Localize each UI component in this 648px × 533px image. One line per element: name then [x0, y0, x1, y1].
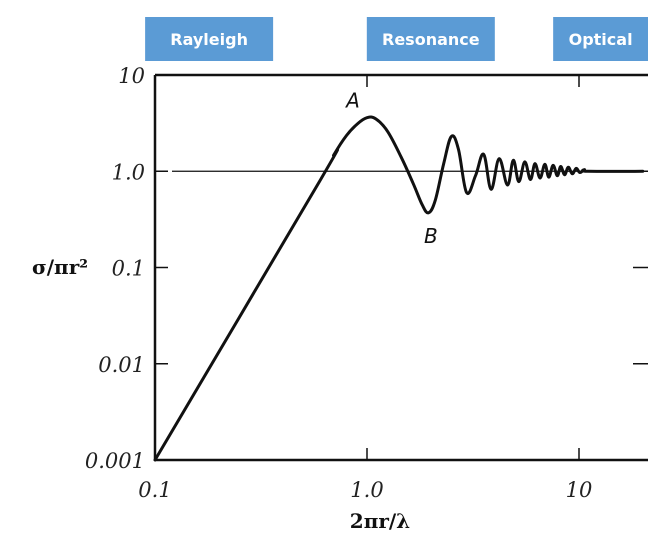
- regime-label: Rayleigh: [170, 30, 248, 49]
- y-tick-label: 0.001: [85, 449, 145, 473]
- regime-label: Optical: [569, 30, 633, 49]
- x-tick-label: 10: [566, 478, 593, 502]
- y-axis-title: σ/πr²: [32, 255, 88, 279]
- regime-box: [145, 17, 274, 61]
- y-tick-label: 10: [118, 64, 145, 88]
- regime-optical: Optical: [553, 17, 648, 61]
- series: [153, 115, 645, 462]
- regime-box: [366, 17, 495, 61]
- x-tick-label: 1.0: [350, 478, 383, 502]
- series-line-0: [153, 115, 645, 462]
- y-tick-label: 0.1: [112, 257, 145, 281]
- x-tick-label: 0.1: [138, 478, 171, 502]
- annotation-a: A: [344, 89, 360, 113]
- regime-rayleigh: Rayleigh: [145, 17, 274, 61]
- regime-label: Resonance: [382, 30, 480, 49]
- regime-box: [553, 17, 648, 61]
- ticks: 0.1 1.0 10 10 1.0 0.1 0.01 0.001: [85, 64, 648, 502]
- y-tick-label: 0.01: [98, 353, 145, 377]
- regime-bands: Rayleigh Resonance Optical: [145, 17, 648, 61]
- y-tick-label: 1.0: [112, 160, 145, 184]
- regime-resonance: Resonance: [366, 17, 495, 61]
- annotations: AB: [344, 89, 438, 248]
- annotation-b: B: [424, 224, 438, 248]
- x-axis-title: 2πr/λ: [350, 509, 410, 533]
